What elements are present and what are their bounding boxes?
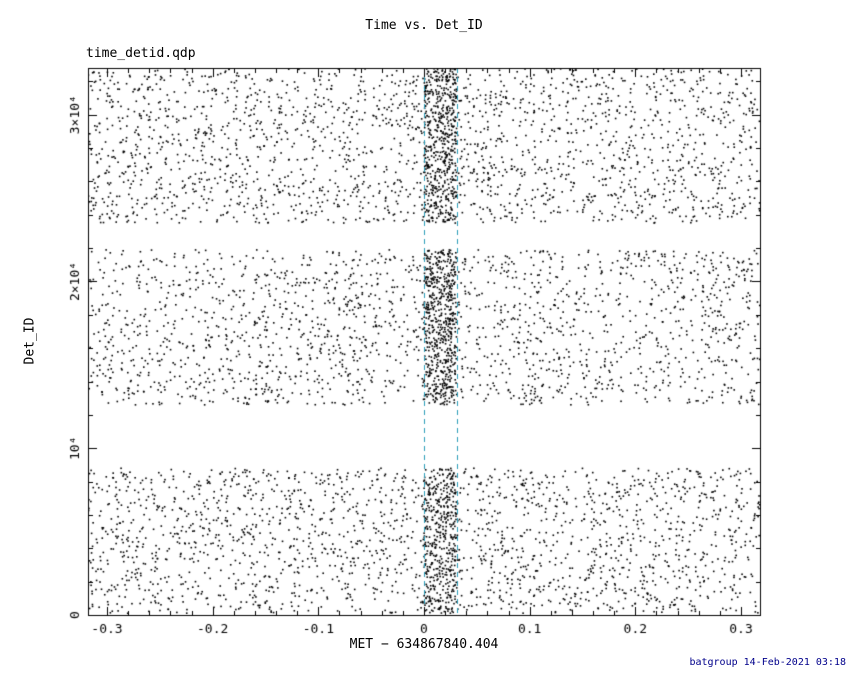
chart-title: Time vs. Det_ID xyxy=(365,18,483,33)
timestamp-credit: batgroup 14-Feb-2021 03:18 xyxy=(689,657,846,668)
qdp-filename-label: time_detid.qdp xyxy=(86,46,196,61)
x-axis-label: MET − 634867840.404 xyxy=(349,637,499,652)
y-axis-label: Det_ID xyxy=(22,317,38,365)
